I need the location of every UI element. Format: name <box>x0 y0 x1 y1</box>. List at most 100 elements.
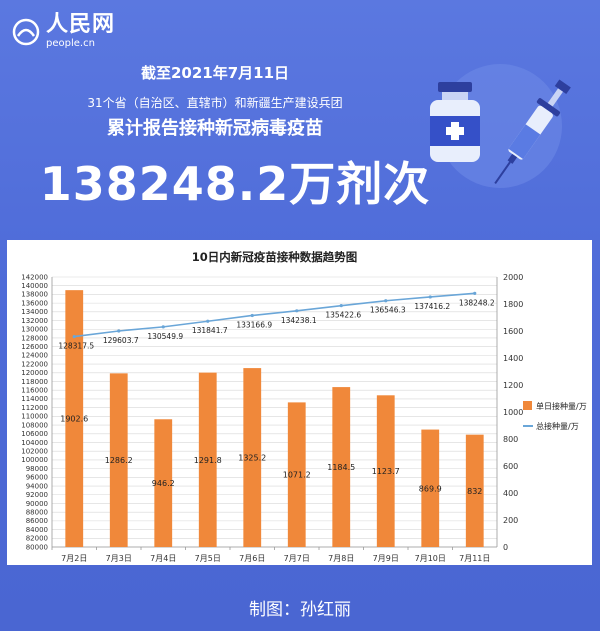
left-axis-tick-label: 98000 <box>26 465 48 473</box>
left-axis-tick-label: 110000 <box>21 413 48 421</box>
left-axis-tick-label: 116000 <box>21 387 48 395</box>
left-axis-tick-label: 120000 <box>21 369 48 377</box>
x-axis-tick-label: 7月11日 <box>459 554 490 563</box>
bar-data-label: 946.2 <box>152 479 175 488</box>
bar <box>332 387 351 547</box>
legend-label-total: 总接种量/万 <box>536 421 579 431</box>
bar-data-label: 1291.8 <box>194 456 222 465</box>
line-point <box>339 304 343 308</box>
right-axis-tick-label: 600 <box>503 462 518 471</box>
people-logo-icon <box>12 18 40 45</box>
left-axis-tick-label: 136000 <box>21 299 48 307</box>
line-data-label: 129603.7 <box>103 336 139 345</box>
line-data-label: 138248.2 <box>459 298 495 307</box>
legend-swatch-daily <box>523 401 532 410</box>
left-axis-tick-label: 102000 <box>21 447 48 455</box>
left-axis-tick-label: 82000 <box>26 535 48 543</box>
bar <box>109 373 128 547</box>
x-axis-tick-label: 7月4日 <box>150 554 176 563</box>
headline-total: 138248.2万剂次 <box>39 157 431 211</box>
syringe-icon <box>494 79 571 185</box>
right-axis-tick-label: 0 <box>503 543 508 552</box>
line-data-label: 137416.2 <box>414 302 450 311</box>
line-data-label: 130549.9 <box>147 332 183 341</box>
left-axis-tick-label: 96000 <box>26 474 48 482</box>
line-data-label: 131841.7 <box>192 326 228 335</box>
bar-data-label: 869.9 <box>419 484 442 493</box>
line-data-label: 136546.3 <box>370 306 406 315</box>
line-point <box>473 291 477 295</box>
logo-english-text: people.cn <box>46 38 95 49</box>
line-point <box>117 329 121 333</box>
left-axis-tick-label: 132000 <box>21 317 48 325</box>
subtitle: 累计报告接种新冠病毒疫苗 <box>107 118 323 139</box>
left-axis-tick-label: 142000 <box>21 273 48 281</box>
right-axis-tick-label: 1000 <box>503 408 523 417</box>
left-axis-tick-label: 124000 <box>21 352 48 360</box>
bar <box>65 290 84 547</box>
line-point <box>384 299 388 303</box>
left-axis-tick-label: 104000 <box>21 439 48 447</box>
left-axis-tick-label: 90000 <box>26 500 48 508</box>
chart-title: 10日内新冠疫苗接种数据趋势图 <box>192 250 358 264</box>
date-line: 截至2021年7月11日 <box>140 64 290 82</box>
bar <box>287 402 306 547</box>
line-data-label: 134238.1 <box>281 316 317 325</box>
right-axis-tick-label: 1600 <box>503 327 523 336</box>
line-data-label: 133166.9 <box>236 320 272 329</box>
left-axis-tick-label: 114000 <box>21 395 48 403</box>
right-axis-tick-label: 1200 <box>503 381 523 390</box>
left-axis-tick-label: 126000 <box>21 343 48 351</box>
vaccine-illustration-icon <box>430 64 571 188</box>
left-axis-tick-label: 128000 <box>21 334 48 342</box>
bar <box>243 368 262 547</box>
people-cn-logo: 人民网 people.cn <box>12 14 115 49</box>
bar-data-label: 1071.2 <box>283 471 311 480</box>
x-axis-tick-label: 7月9日 <box>373 554 399 563</box>
bar-data-label: 1286.2 <box>105 456 133 465</box>
left-axis-tick-label: 94000 <box>26 482 48 490</box>
bar <box>465 434 484 547</box>
left-axis-tick-label: 130000 <box>21 326 48 334</box>
scope-line: 31个省（自治区、直辖市）和新疆生产建设兵团 <box>87 96 343 110</box>
left-axis-tick-label: 106000 <box>21 430 48 438</box>
left-axis-tick-label: 108000 <box>21 421 48 429</box>
bar <box>154 419 173 547</box>
x-axis-tick-label: 7月8日 <box>328 554 354 563</box>
x-axis-tick-label: 7月2日 <box>61 554 87 563</box>
chart-credit: 制图：孙红丽 <box>249 600 351 620</box>
left-axis-tick-label: 140000 <box>21 282 48 290</box>
left-axis-tick-label: 92000 <box>26 491 48 499</box>
bar <box>198 372 217 547</box>
line-point <box>161 325 165 329</box>
logo-chinese-text: 人民网 <box>46 12 116 37</box>
bar-data-label: 1123.7 <box>372 467 400 476</box>
left-axis-tick-label: 134000 <box>21 308 48 316</box>
x-axis-tick-label: 7月10日 <box>415 554 446 563</box>
left-axis-tick-label: 118000 <box>21 378 48 386</box>
bar <box>421 429 440 547</box>
total-line <box>74 292 475 338</box>
line-data-label: 128317.5 <box>58 342 94 351</box>
left-axis-tick-label: 84000 <box>26 526 48 534</box>
vaccine-vial-icon <box>430 82 480 162</box>
line-point <box>295 309 299 313</box>
right-axis-tick-label: 2000 <box>503 273 523 282</box>
left-axis-tick-label: 88000 <box>26 508 48 516</box>
x-axis-tick-label: 7月7日 <box>284 554 310 563</box>
line-data-label: 135422.6 <box>325 311 361 320</box>
legend-label-daily: 单日接种量/万 <box>536 401 587 411</box>
line-point <box>428 295 432 299</box>
left-axis-tick-label: 112000 <box>21 404 48 412</box>
line-point <box>72 334 76 339</box>
right-axis-tick-label: 400 <box>503 489 518 498</box>
left-axis-tick-label: 138000 <box>21 291 48 299</box>
bar-data-label: 1184.5 <box>327 463 355 472</box>
left-axis-tick-label: 80000 <box>26 543 48 551</box>
x-axis-tick-label: 7月6日 <box>239 554 265 563</box>
left-axis-tick-label: 100000 <box>21 456 48 464</box>
right-axis-tick-label: 1800 <box>503 300 523 309</box>
left-axis-tick-label: 86000 <box>26 517 48 525</box>
bar <box>376 395 395 547</box>
vaccination-trend-chart: 10日内新冠疫苗接种数据趋势图 8000082000840008600088000… <box>21 250 587 563</box>
